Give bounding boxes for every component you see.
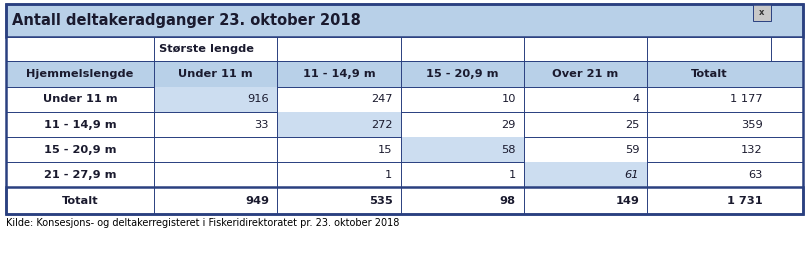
Text: Under 11 m: Under 11 m — [43, 95, 117, 105]
Bar — [524, 162, 647, 187]
Bar — [6, 187, 803, 214]
Text: 4: 4 — [632, 95, 639, 105]
Text: 1 731: 1 731 — [727, 196, 763, 206]
Text: Største lengde: Største lengde — [159, 44, 253, 54]
Bar — [6, 61, 803, 87]
Text: 63: 63 — [748, 170, 763, 179]
Text: 29: 29 — [502, 119, 516, 129]
Bar — [6, 4, 803, 37]
Bar — [154, 87, 277, 112]
Text: 15 - 20,9 m: 15 - 20,9 m — [44, 145, 116, 155]
Text: 21 - 27,9 m: 21 - 27,9 m — [44, 170, 116, 179]
Bar — [400, 137, 524, 162]
Text: Antall deltakeradganger 23. oktober 2018: Antall deltakeradganger 23. oktober 2018 — [12, 13, 361, 28]
Text: 11 - 14,9 m: 11 - 14,9 m — [44, 119, 116, 129]
Bar — [6, 112, 803, 137]
Text: Kilde: Konsesjons- og deltakerregisteret i Fiskeridirektoratet pr. 23. oktober 2: Kilde: Konsesjons- og deltakerregisteret… — [6, 218, 400, 228]
Text: 535: 535 — [369, 196, 392, 206]
Text: x: x — [759, 8, 765, 17]
Text: 59: 59 — [625, 145, 639, 155]
Text: Over 21 m: Over 21 m — [553, 69, 619, 79]
Text: 272: 272 — [371, 119, 392, 129]
Text: 247: 247 — [371, 95, 392, 105]
Bar — [6, 4, 803, 214]
Text: 10: 10 — [502, 95, 516, 105]
Text: 1: 1 — [509, 170, 516, 179]
Bar — [6, 137, 803, 162]
Text: 1: 1 — [385, 170, 392, 179]
Bar — [6, 87, 803, 112]
Text: 359: 359 — [741, 119, 763, 129]
Text: 98: 98 — [500, 196, 516, 206]
Bar — [277, 112, 400, 137]
Text: 58: 58 — [502, 145, 516, 155]
Text: 25: 25 — [625, 119, 639, 129]
Text: 916: 916 — [248, 95, 269, 105]
Text: 11 - 14,9 m: 11 - 14,9 m — [303, 69, 375, 79]
Bar — [6, 162, 803, 187]
Text: Totalt: Totalt — [61, 196, 99, 206]
Text: Hjemmelslengde: Hjemmelslengde — [27, 69, 133, 79]
Text: Under 11 m: Under 11 m — [178, 69, 252, 79]
Text: 15: 15 — [378, 145, 392, 155]
Text: 949: 949 — [245, 196, 269, 206]
Text: 149: 149 — [616, 196, 639, 206]
Text: 1 177: 1 177 — [730, 95, 763, 105]
Text: 15 - 20,9 m: 15 - 20,9 m — [426, 69, 498, 79]
Bar — [6, 37, 803, 61]
Text: Totalt: Totalt — [691, 69, 727, 79]
Text: 33: 33 — [255, 119, 269, 129]
Text: 132: 132 — [741, 145, 763, 155]
Text: 61: 61 — [625, 170, 639, 179]
Bar — [753, 4, 771, 21]
